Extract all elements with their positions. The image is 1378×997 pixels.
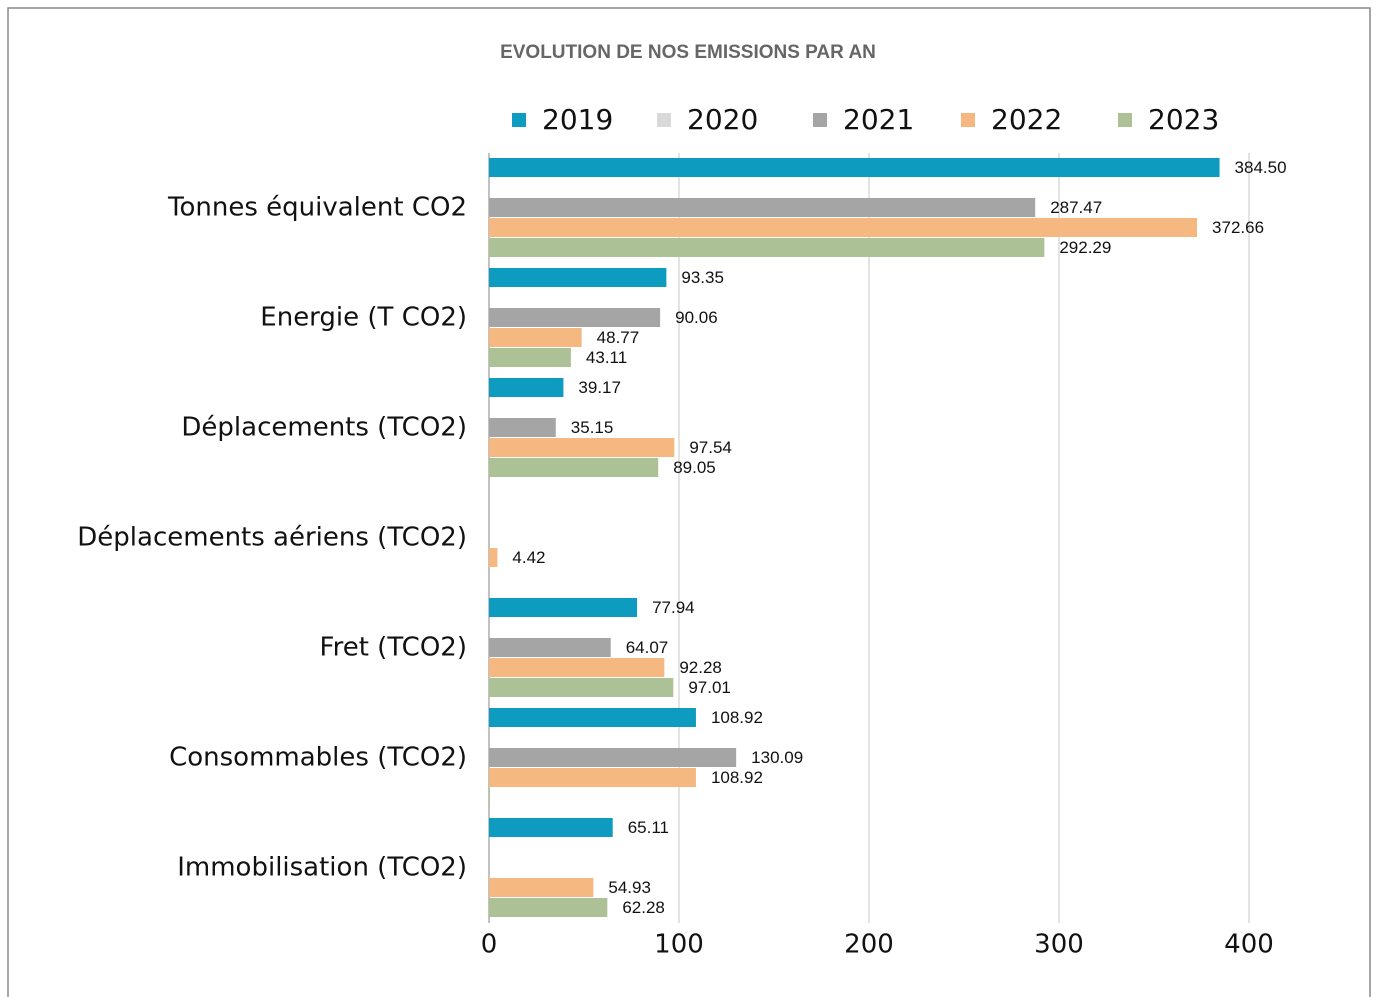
bar: [489, 268, 667, 287]
bar: [489, 748, 737, 767]
legend-swatch: [1118, 113, 1132, 127]
x-tick-label: 100: [654, 930, 704, 960]
bar: [489, 678, 674, 697]
data-label: 92.28: [679, 658, 722, 677]
bar: [489, 418, 556, 437]
data-label: 108.92: [711, 768, 763, 787]
bar: [489, 708, 696, 727]
data-label: 4.42: [512, 548, 545, 567]
data-label: 43.11: [586, 348, 627, 367]
legend-label: 2023: [1148, 103, 1219, 136]
category-label: Déplacements aériens (TCO2): [77, 523, 467, 553]
category-label: Déplacements (TCO2): [181, 413, 467, 443]
data-label: 64.07: [626, 638, 669, 657]
data-label: 97.54: [689, 438, 732, 457]
bar: [489, 658, 665, 677]
legend-swatch: [512, 113, 526, 127]
category-label: Energie (T CO2): [260, 303, 467, 333]
bar: [489, 328, 582, 347]
legend-swatch: [657, 113, 671, 127]
category-label: Consommables (TCO2): [169, 743, 467, 773]
data-label: 65.11: [628, 818, 669, 837]
data-label: 35.15: [571, 418, 614, 437]
legend-label: 2022: [991, 103, 1062, 136]
data-label: 287.47: [1050, 198, 1102, 217]
category-label: Tonnes équivalent CO2: [167, 193, 467, 223]
bar: [489, 898, 608, 917]
bar: [489, 198, 1036, 217]
data-label: 54.93: [608, 878, 651, 897]
bar: [489, 788, 490, 807]
data-label: 89.05: [673, 458, 716, 477]
data-label: 90.06: [675, 308, 718, 327]
x-tick-label: 300: [1034, 930, 1084, 960]
bar: [489, 238, 1045, 257]
bar: [489, 218, 1198, 237]
bar: [489, 548, 498, 567]
data-label: 77.94: [652, 598, 695, 617]
data-label: 292.29: [1059, 238, 1111, 257]
legend-label: 2020: [687, 103, 758, 136]
bar: [489, 818, 613, 837]
bar: [489, 438, 675, 457]
data-label: 48.77: [597, 328, 640, 347]
x-tick-label: 0: [481, 930, 498, 960]
data-label: 384.50: [1235, 158, 1287, 177]
bar: [489, 878, 594, 897]
bar: [489, 348, 571, 367]
legend-label: 2019: [542, 103, 613, 136]
bar: [489, 158, 1220, 177]
chart-title: EVOLUTION DE NOS EMISSIONS PAR AN: [500, 42, 876, 63]
bar: [489, 458, 659, 477]
chart-frame: [7, 7, 1371, 997]
category-label: Immobilisation (TCO2): [177, 853, 467, 883]
legend-label: 2021: [843, 103, 914, 136]
bar: [489, 378, 564, 397]
data-label: 39.17: [578, 378, 621, 397]
bar: [489, 768, 696, 787]
bar: [489, 598, 638, 617]
x-tick-label: 200: [844, 930, 894, 960]
bar: [489, 308, 661, 327]
data-label: 97.01: [688, 678, 731, 697]
category-label: Fret (TCO2): [320, 633, 467, 663]
legend-swatch: [961, 113, 975, 127]
x-tick-label: 400: [1224, 930, 1274, 960]
bar: [489, 638, 611, 657]
legend-swatch: [813, 113, 827, 127]
data-label: 62.28: [622, 898, 665, 917]
data-label: 93.35: [681, 268, 724, 287]
data-label: 108.92: [711, 708, 763, 727]
data-label: 372.66: [1212, 218, 1264, 237]
data-label: 130.09: [751, 748, 803, 767]
